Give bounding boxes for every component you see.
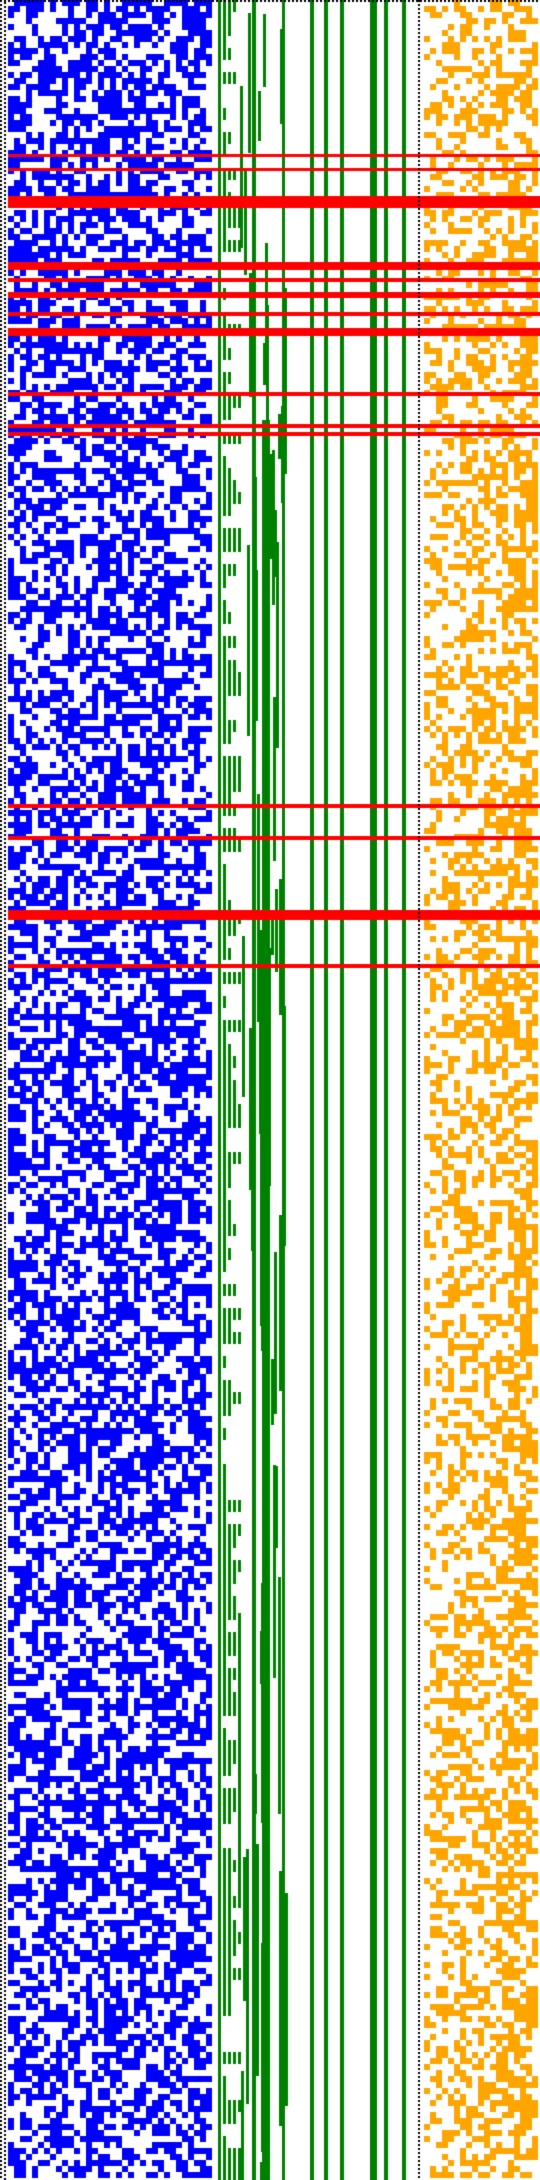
binary-matrix-canvas	[0, 0, 540, 2180]
